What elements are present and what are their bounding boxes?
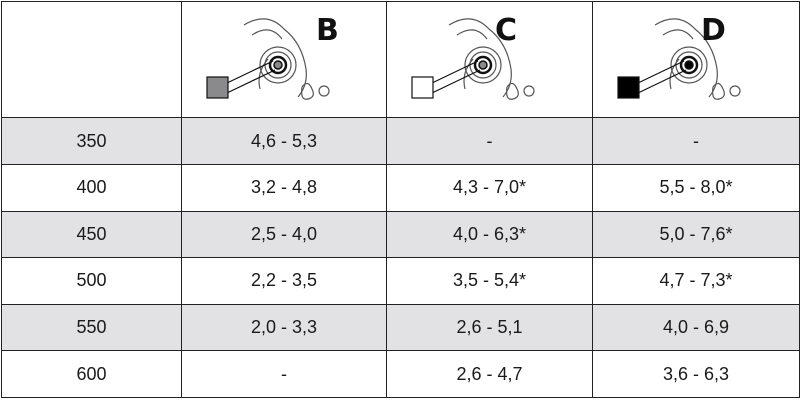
swatch-c (411, 76, 434, 99)
header-cell-b: B (181, 0, 387, 119)
cell-c: - (386, 117, 593, 166)
cell-b: 4,6 - 5,3 (181, 117, 387, 166)
adjuster-diagram-b-icon (206, 18, 330, 100)
cell-c: 2,6 - 5,1 (386, 303, 593, 352)
cell-d: 4,7 - 7,3* (592, 257, 800, 305)
adjuster-diagram-d-icon (617, 18, 741, 100)
cell-c: 3,5 - 5,4* (386, 257, 593, 305)
row-label: 400 (1, 164, 182, 212)
cell-d: 5,0 - 7,6* (592, 210, 800, 259)
table-row: 600 - 2,6 - 4,7 3,6 - 6,3 (1, 350, 800, 398)
row-label: 600 (1, 350, 182, 398)
table-row: 500 2,2 - 3,5 3,5 - 5,4* 4,7 - 7,3* (1, 257, 800, 305)
header-row: B (1, 0, 800, 119)
table-row: 450 2,5 - 4,0 4,0 - 6,3* 5,0 - 7,6* (1, 210, 800, 259)
cell-b: 2,2 - 3,5 (181, 257, 387, 305)
header-cell-d: D (592, 0, 800, 119)
row-label: 550 (1, 303, 182, 352)
cell-c: 2,6 - 4,7 (386, 350, 593, 398)
cell-d: 3,6 - 6,3 (592, 350, 800, 398)
column-letter-c: C (495, 12, 518, 48)
adjuster-diagram-c-icon (411, 18, 535, 100)
header-cell-c: C (386, 0, 593, 119)
cell-d: - (592, 117, 800, 166)
column-letter-b: B (316, 12, 339, 48)
swatch-b (206, 76, 229, 99)
row-label: 500 (1, 257, 182, 305)
cell-b: 2,5 - 4,0 (181, 210, 387, 259)
row-label: 350 (1, 117, 182, 166)
cell-c: 4,3 - 7,0* (386, 164, 593, 212)
table-row: 550 2,0 - 3,3 2,6 - 5,1 4,0 - 6,9 (1, 303, 800, 352)
row-label: 450 (1, 210, 182, 259)
header-empty-cell (1, 0, 182, 119)
cell-b: 3,2 - 4,8 (181, 164, 387, 212)
table-row: 350 4,6 - 5,3 - - (1, 117, 800, 166)
cell-b: - (181, 350, 387, 398)
cell-c: 4,0 - 6,3* (386, 210, 593, 259)
swatch-d (617, 76, 640, 99)
column-letter-d: D (701, 12, 726, 48)
table-row: 400 3,2 - 4,8 4,3 - 7,0* 5,5 - 8,0* (1, 164, 800, 212)
cell-b: 2,0 - 3,3 (181, 303, 387, 352)
cell-d: 4,0 - 6,9 (592, 303, 800, 352)
cell-d: 5,5 - 8,0* (592, 164, 800, 212)
